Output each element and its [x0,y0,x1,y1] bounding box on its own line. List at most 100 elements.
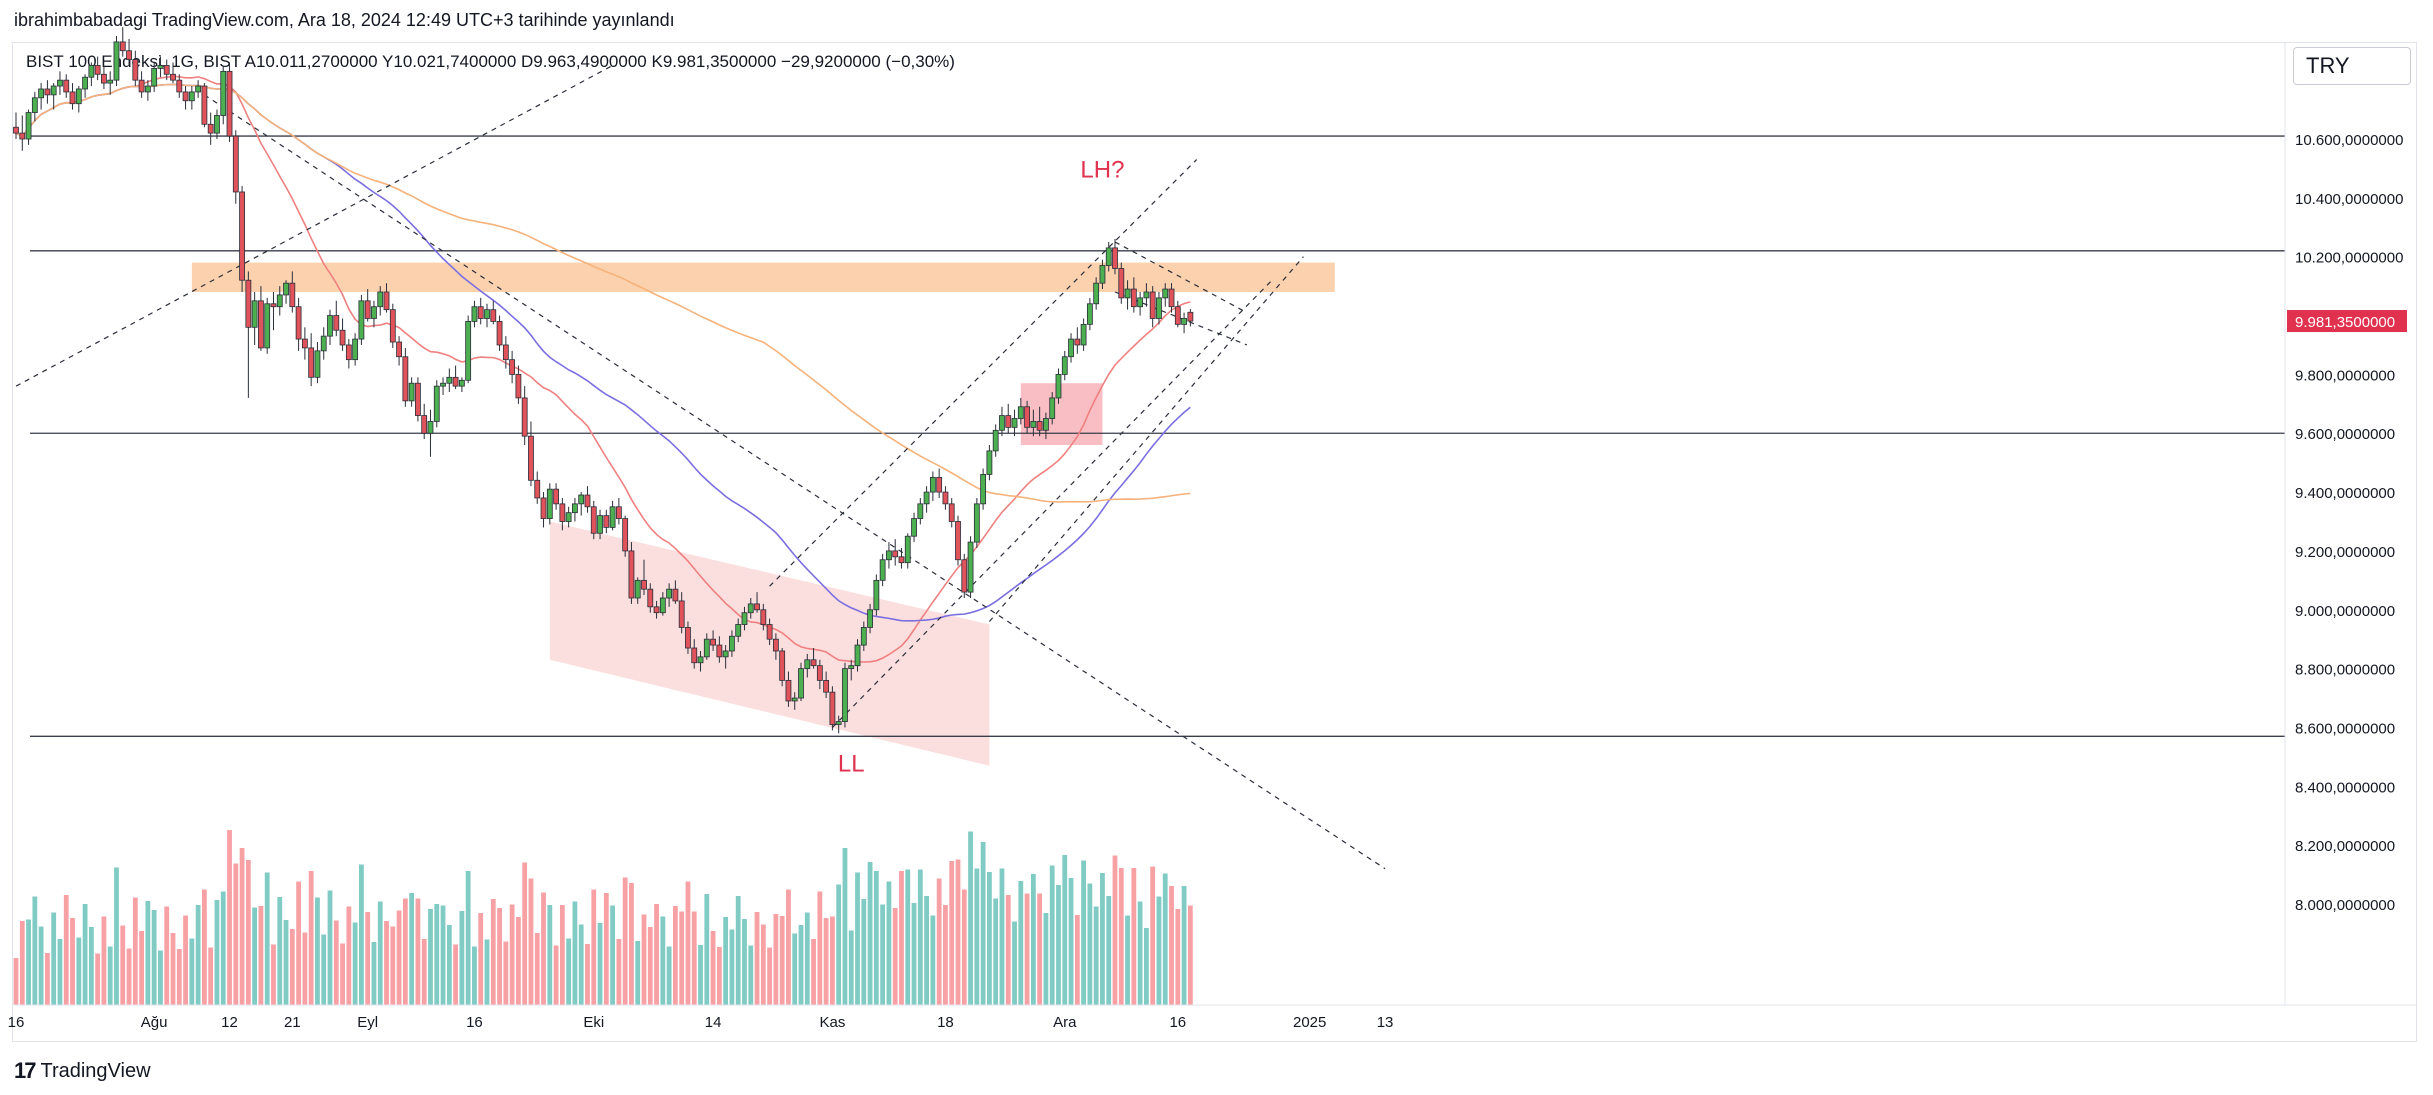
candle-body [779,650,786,681]
candle-body [823,679,830,693]
volume-bar [478,913,484,1005]
candle [465,315,472,384]
time-tick-label: 12 [221,1014,238,1031]
candle [816,659,823,690]
candle-body [1181,318,1187,325]
volume-bar [572,901,578,1005]
trend-line[interactable] [1114,291,1248,346]
candle [383,283,390,313]
candle-body [38,88,45,99]
candle [452,365,459,390]
volume-bar [107,946,113,1005]
candle-body [754,603,760,611]
candle [986,445,993,481]
candle-body [44,88,51,96]
candle-body [477,306,484,319]
candle-body [107,79,114,84]
volume-bar [754,912,760,1005]
volume-bar [45,953,50,1005]
candle [339,318,346,351]
candle-body [31,97,38,113]
candle [433,380,440,428]
candle-body [603,515,610,528]
volume-bar [936,878,942,1005]
volume-bar [917,869,923,1005]
candle [992,424,999,457]
candle-body [389,309,396,343]
candle [107,71,114,95]
candle-body [1162,288,1169,299]
candle-body [314,350,321,378]
candle [584,486,591,513]
candle [641,559,647,596]
candle-body [509,359,516,375]
ohlc-legend: BIST 100 Endeksi, 1G, BIST A10.011,27000… [26,52,955,72]
candle [421,403,428,440]
resistance-zone[interactable] [191,262,1335,292]
candle-body [829,691,836,725]
volume-bar [421,939,427,1005]
volume-bar [798,925,804,1005]
volume-bar [1187,905,1193,1005]
candle [879,553,886,587]
candle-body [911,518,917,537]
candle [163,59,170,81]
candle-body [1099,265,1106,284]
volume-bar [120,925,126,1005]
trend-line[interactable] [988,256,1304,622]
volume-bar [767,947,772,1005]
candle [955,515,961,566]
candle-body [553,488,559,505]
time-tick-label: 2025 [1293,1014,1326,1031]
candle [942,486,949,510]
candle [69,83,76,110]
candle [791,692,798,710]
volume-bar [32,896,38,1005]
volume-bar [873,871,879,1005]
volume-bar [26,919,31,1005]
candle [835,715,842,734]
candle [13,112,19,139]
candle-body [176,79,183,93]
volume-bar [371,942,377,1005]
volume-bar [402,898,408,1005]
candle [609,500,616,531]
candle-body [697,656,704,664]
candle [559,497,566,531]
candle [842,662,848,728]
volume-bar [610,905,615,1005]
volume-bar [440,905,446,1005]
trend-line[interactable] [204,94,1386,870]
candle-body [295,306,302,340]
candle [345,339,352,369]
candle-body [691,647,698,664]
candle [873,574,880,616]
volume-bar [346,906,352,1005]
candle-body [929,476,936,493]
candle-body [232,135,239,193]
time-tick-label: 16 [8,1014,25,1031]
volume-bar [804,912,810,1005]
candle [1049,392,1056,425]
trend-line[interactable] [15,64,613,387]
trend-line[interactable] [1114,241,1248,314]
volume-bar [1162,873,1168,1005]
candle-body [1074,338,1081,346]
candle [408,377,415,407]
time-tick-label: 18 [937,1014,954,1031]
currency-selector[interactable]: TRY [2293,47,2411,85]
candle [144,80,151,101]
candle-body [371,306,377,319]
volume-bar [591,889,597,1005]
candle [622,515,629,557]
candle [502,336,509,369]
candle [44,80,51,104]
trend-line[interactable] [769,159,1198,587]
candle [31,91,38,122]
candle-body [170,73,176,81]
candle-body [1036,421,1043,431]
candle-body [942,491,949,505]
candle [50,83,57,110]
trend-line[interactable] [831,279,1273,728]
